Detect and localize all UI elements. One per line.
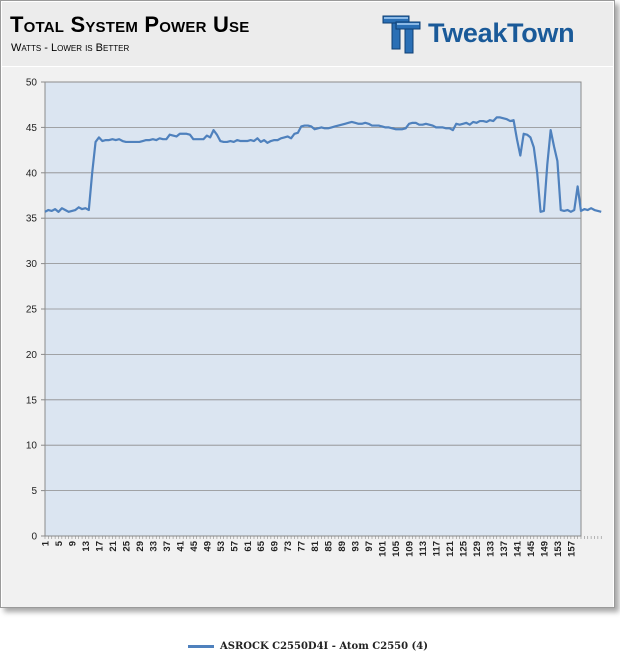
x-tick-label: 113 [418, 541, 429, 556]
y-tick-label: 30 [26, 259, 38, 270]
y-tick-label: 20 [26, 350, 38, 361]
x-tick-label: 9 [67, 541, 78, 546]
y-tick-label: 0 [31, 532, 37, 543]
legend-label: ASROCK C2550D4I - Atom C2550 (4) [220, 641, 428, 652]
y-tick-label: 50 [26, 78, 38, 89]
y-tick-label: 10 [26, 441, 38, 452]
y-tick-label: 40 [26, 168, 38, 179]
x-tick-label: 69 [270, 541, 281, 552]
x-tick-label: 109 [405, 541, 416, 557]
x-tick-label: 157 [566, 541, 577, 557]
x-tick-label: 65 [256, 540, 267, 551]
x-tick-label: 145 [526, 540, 537, 557]
x-tick-label: 61 [243, 540, 254, 551]
y-tick-label: 35 [26, 214, 38, 225]
x-tick-label: 45 [189, 540, 200, 551]
x-tick-label: 101 [378, 540, 389, 557]
x-tick-label: 13 [81, 541, 92, 552]
chart-title: Total System Power Use [10, 12, 250, 37]
x-tick-label: 137 [499, 541, 510, 557]
y-tick-label: 5 [31, 486, 37, 497]
x-tick-label: 77 [297, 541, 308, 552]
y-tick-label: 45 [26, 123, 38, 134]
tweaktown-logo: TweakTown [380, 12, 585, 60]
x-tick-label: 41 [175, 540, 186, 551]
y-tick-label: 25 [26, 305, 38, 316]
x-tick-label: 5 [54, 540, 65, 546]
plot-area: 0 5 10 15 20 25 30 35 40 45 50 1 5 9 13 17 21 25 29 33 37 41 4… [2, 67, 613, 652]
x-tick-label: 153 [553, 541, 564, 557]
x-tick-label: 89 [337, 541, 348, 552]
x-tick-label: 105 [391, 540, 402, 557]
x-tick-label: 1 [41, 540, 52, 546]
legend-swatch [188, 645, 214, 648]
x-tick-label: 133 [485, 541, 496, 557]
x-tick-label: 97 [364, 541, 375, 552]
x-tick-label: 85 [324, 540, 335, 551]
x-tick-label: 121 [445, 540, 456, 557]
x-tick-label: 33 [148, 541, 159, 552]
x-tick-label: 29 [135, 541, 146, 552]
tweaktown-logo-icon [382, 15, 421, 54]
x-tick-label: 53 [216, 541, 227, 552]
series-line [44, 116, 602, 213]
x-tick-label: 141 [512, 540, 523, 557]
x-tick-label: 73 [283, 541, 294, 552]
x-tick-label: 117 [432, 541, 443, 556]
x-tick-label: 21 [108, 540, 119, 551]
x-tick-label: 93 [351, 541, 362, 552]
x-tick-label: 129 [472, 541, 483, 557]
x-tick-label: 149 [539, 541, 550, 557]
x-tick-label: 25 [121, 540, 132, 551]
chart-header: Total System Power Use Watts - Lower is … [2, 2, 613, 66]
x-tick-label: 81 [310, 540, 321, 551]
x-tick-label: 17 [94, 541, 105, 552]
x-tick-label: 37 [162, 541, 173, 552]
x-tick-label: 57 [229, 541, 240, 552]
y-tick-label: 15 [26, 395, 38, 406]
chart-subtitle: Watts - Lower is Better [11, 42, 130, 54]
logo-text: TweakTown [428, 18, 575, 48]
x-tick-label: 125 [459, 540, 470, 557]
legend: ASROCK C2550D4I - Atom C2550 (4) [188, 641, 428, 652]
x-tick-label: 49 [202, 541, 213, 552]
